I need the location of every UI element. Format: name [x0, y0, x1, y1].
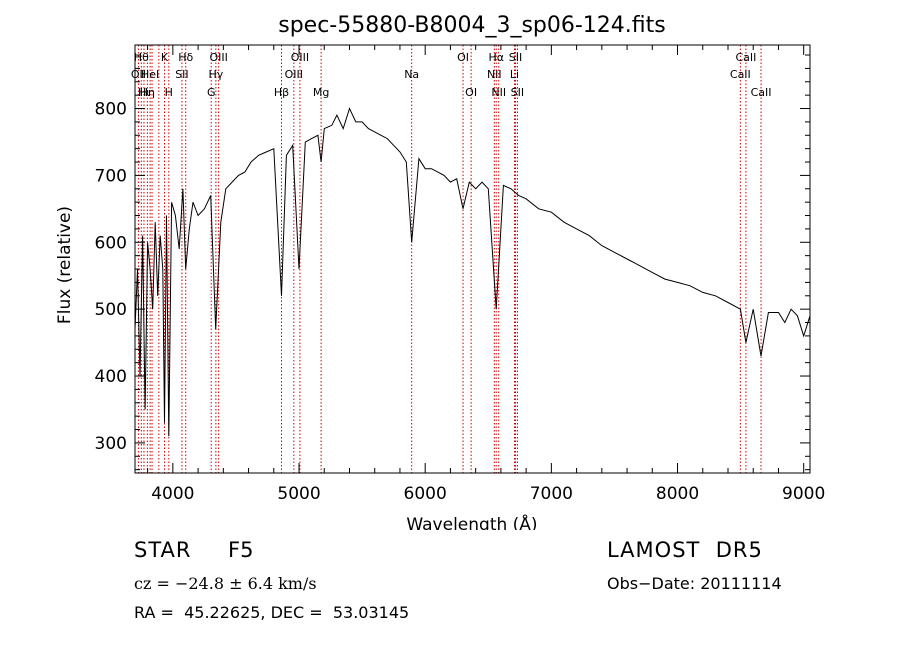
line-label: Hθ [134, 51, 149, 64]
x-tick-label: 8000 [656, 484, 699, 504]
chart-title: spec-55880-B8004_3_sp06-124.fits [278, 13, 666, 38]
line-label: H [165, 86, 173, 99]
observation-date: Obs−Date: 20111114 [607, 574, 782, 593]
spectrum-series-line [134, 107, 811, 437]
x-tick-label: 7000 [530, 484, 573, 504]
x-tick-label: 6000 [404, 484, 447, 504]
x-tick-label: 5000 [277, 484, 320, 504]
y-tick-label: 500 [95, 300, 127, 320]
line-label: NII [491, 86, 506, 99]
line-label: Hη [140, 86, 155, 99]
line-labels: OIIHθHιHηHeIKHSIIHδGHγOIIIHβOIIIOIIIMgNa… [131, 51, 772, 99]
line-label: Hδ [178, 51, 193, 64]
spectral-line-markers [137, 45, 762, 473]
line-label: NII [487, 68, 502, 81]
object-subclass: F5 [228, 538, 254, 562]
y-tick-label: 300 [95, 434, 127, 454]
y-tick-label: 800 [95, 100, 127, 120]
y-axis-label: Flux (relative) [55, 206, 75, 324]
line-label: SII [509, 51, 522, 64]
object-class: STAR [134, 538, 192, 562]
line-label: SII [511, 86, 524, 99]
line-label: CaII [735, 51, 756, 64]
line-label: Na [404, 68, 419, 81]
line-label: OIII [209, 51, 227, 64]
line-label: OIII [285, 68, 303, 81]
x-tick-label: 4000 [151, 484, 194, 504]
line-label: SII [175, 68, 188, 81]
y-tick-label: 700 [95, 166, 127, 186]
line-label: G [207, 86, 216, 99]
spectrum-chart: 4000 5000 6000 7000 8000 9000 300 400 500 600 700 8… [55, 13, 825, 530]
line-label: Li [510, 68, 519, 81]
line-label: Hβ [274, 86, 289, 99]
line-label: K [161, 51, 169, 64]
line-label: OIII [291, 51, 309, 64]
line-label: OI [465, 86, 477, 99]
x-tick-label: 9000 [782, 484, 825, 504]
y-tick-label: 400 [95, 367, 127, 387]
coordinates: RA = 45.22625, DEC = 53.03145 [134, 603, 410, 622]
axis-ticks: 4000 5000 6000 7000 8000 9000 300 400 500 600 700 8… [95, 45, 825, 504]
line-label: Mg [313, 86, 329, 99]
survey-name: LAMOST DR5 [607, 538, 763, 562]
line-label: Hι [138, 86, 150, 99]
line-label: OI [457, 51, 469, 64]
line-label: CaII [730, 68, 751, 81]
x-axis-label: Wavelength (Å) [406, 513, 537, 530]
line-label: HeI [141, 68, 159, 81]
y-tick-label: 600 [95, 233, 127, 253]
redshift-value: cz = −24.8 ± 6.4 km/s [134, 574, 317, 593]
line-label: Hγ [208, 68, 223, 81]
line-label: CaII [751, 86, 772, 99]
plot-frame [134, 44, 811, 474]
line-label: OII [131, 68, 146, 81]
line-label: Hα [488, 51, 504, 64]
